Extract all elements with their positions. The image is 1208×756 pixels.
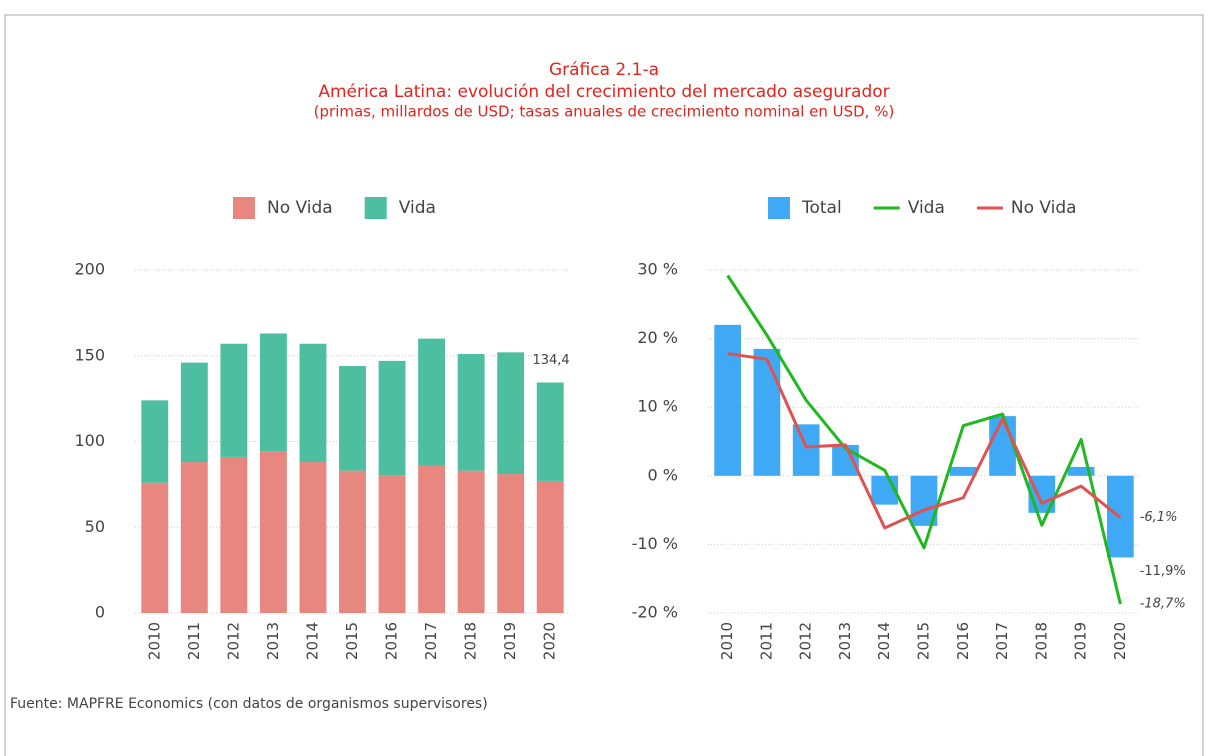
bar: [378, 360, 406, 476]
bar: [378, 475, 406, 613]
bar: [536, 382, 564, 481]
value-label: -6,1%: [1140, 510, 1178, 525]
source: Fuente: MAPFRE Economics (con datos de o…: [10, 696, 488, 712]
bar: [457, 354, 485, 471]
bar: [220, 456, 248, 613]
y-tick-label: 10 %: [637, 397, 678, 416]
x-tick-label: 2019: [501, 622, 519, 660]
y-tick-label: 30 %: [637, 260, 678, 279]
bar: [457, 470, 485, 613]
y-tick-label: 0 %: [648, 465, 678, 484]
y-tick-label: 50: [85, 517, 105, 536]
x-tick-label: 2016: [383, 622, 401, 660]
bar: [1067, 466, 1095, 476]
bar: [220, 343, 248, 457]
x-tick-label: 2013: [264, 622, 282, 660]
line: [726, 274, 1122, 605]
value-label: -11,9%: [1140, 564, 1186, 579]
bar: [418, 338, 446, 466]
legend-label: Vida: [399, 198, 436, 218]
x-tick-label: 2015: [915, 622, 933, 660]
bar: [339, 470, 366, 613]
x-tick-label: 2012: [797, 622, 815, 660]
x-tick-label: 2020: [1111, 622, 1129, 660]
bar: [753, 348, 781, 476]
x-tick-label: 2011: [185, 622, 203, 660]
bar: [497, 352, 525, 475]
bar: [180, 362, 208, 463]
bar: [141, 482, 169, 613]
x-tick-label: 2014: [875, 622, 893, 660]
x-tick-label: 2018: [462, 622, 480, 660]
x-tick-label: 2020: [541, 622, 559, 660]
y-tick-label: 100: [74, 431, 105, 450]
x-tick-label: 2019: [1072, 622, 1090, 660]
x-tick-label: 2017: [993, 622, 1011, 660]
y-tick-label: 200: [74, 260, 105, 279]
x-tick-label: 2017: [422, 622, 440, 660]
description: (primas, millardos de USD; tasas anuales…: [314, 103, 895, 121]
bar: [339, 366, 366, 471]
legend-label: No Vida: [267, 198, 333, 218]
y-tick-label: 20 %: [637, 328, 678, 347]
bar: [989, 416, 1016, 476]
bar: [259, 451, 287, 613]
legend-label: Vida: [908, 198, 945, 218]
bar: [418, 465, 446, 613]
x-tick-label: 2011: [757, 622, 775, 660]
x-tick-label: 2016: [954, 622, 972, 660]
bar: [714, 324, 741, 476]
bar: [180, 462, 208, 613]
y-tick-label: 150: [74, 345, 105, 364]
annotation: 134,4: [532, 353, 569, 368]
bar: [949, 466, 977, 476]
bar: [497, 474, 525, 613]
title: Gráfica 2.1-a: [549, 60, 659, 80]
y-tick-label: 0: [95, 603, 105, 622]
value-label: -18,7%: [1140, 597, 1186, 612]
y-tick-label: -20 %: [632, 603, 678, 622]
legend-label: Total: [801, 198, 842, 218]
x-tick-label: 2012: [224, 622, 242, 660]
bar: [299, 343, 327, 463]
legend-swatch: [768, 197, 790, 219]
bar: [141, 400, 169, 483]
x-tick-label: 2010: [718, 622, 736, 660]
x-tick-label: 2015: [343, 622, 361, 660]
x-tick-label: 2018: [1032, 622, 1050, 660]
line: [727, 352, 1122, 530]
bar: [259, 333, 287, 452]
bar: [792, 424, 820, 476]
bar: [299, 462, 327, 613]
subtitle: América Latina: evolución del crecimient…: [318, 82, 889, 102]
legend-swatch: [364, 197, 387, 219]
x-tick-label: 2010: [145, 622, 163, 660]
y-tick-label: -10 %: [632, 534, 678, 553]
x-tick-label: 2014: [303, 622, 321, 660]
legend-swatch: [233, 197, 255, 219]
bar: [536, 480, 564, 613]
legend-label: No Vida: [1011, 198, 1077, 218]
x-tick-label: 2013: [836, 622, 854, 660]
frame: [4, 14, 1204, 756]
